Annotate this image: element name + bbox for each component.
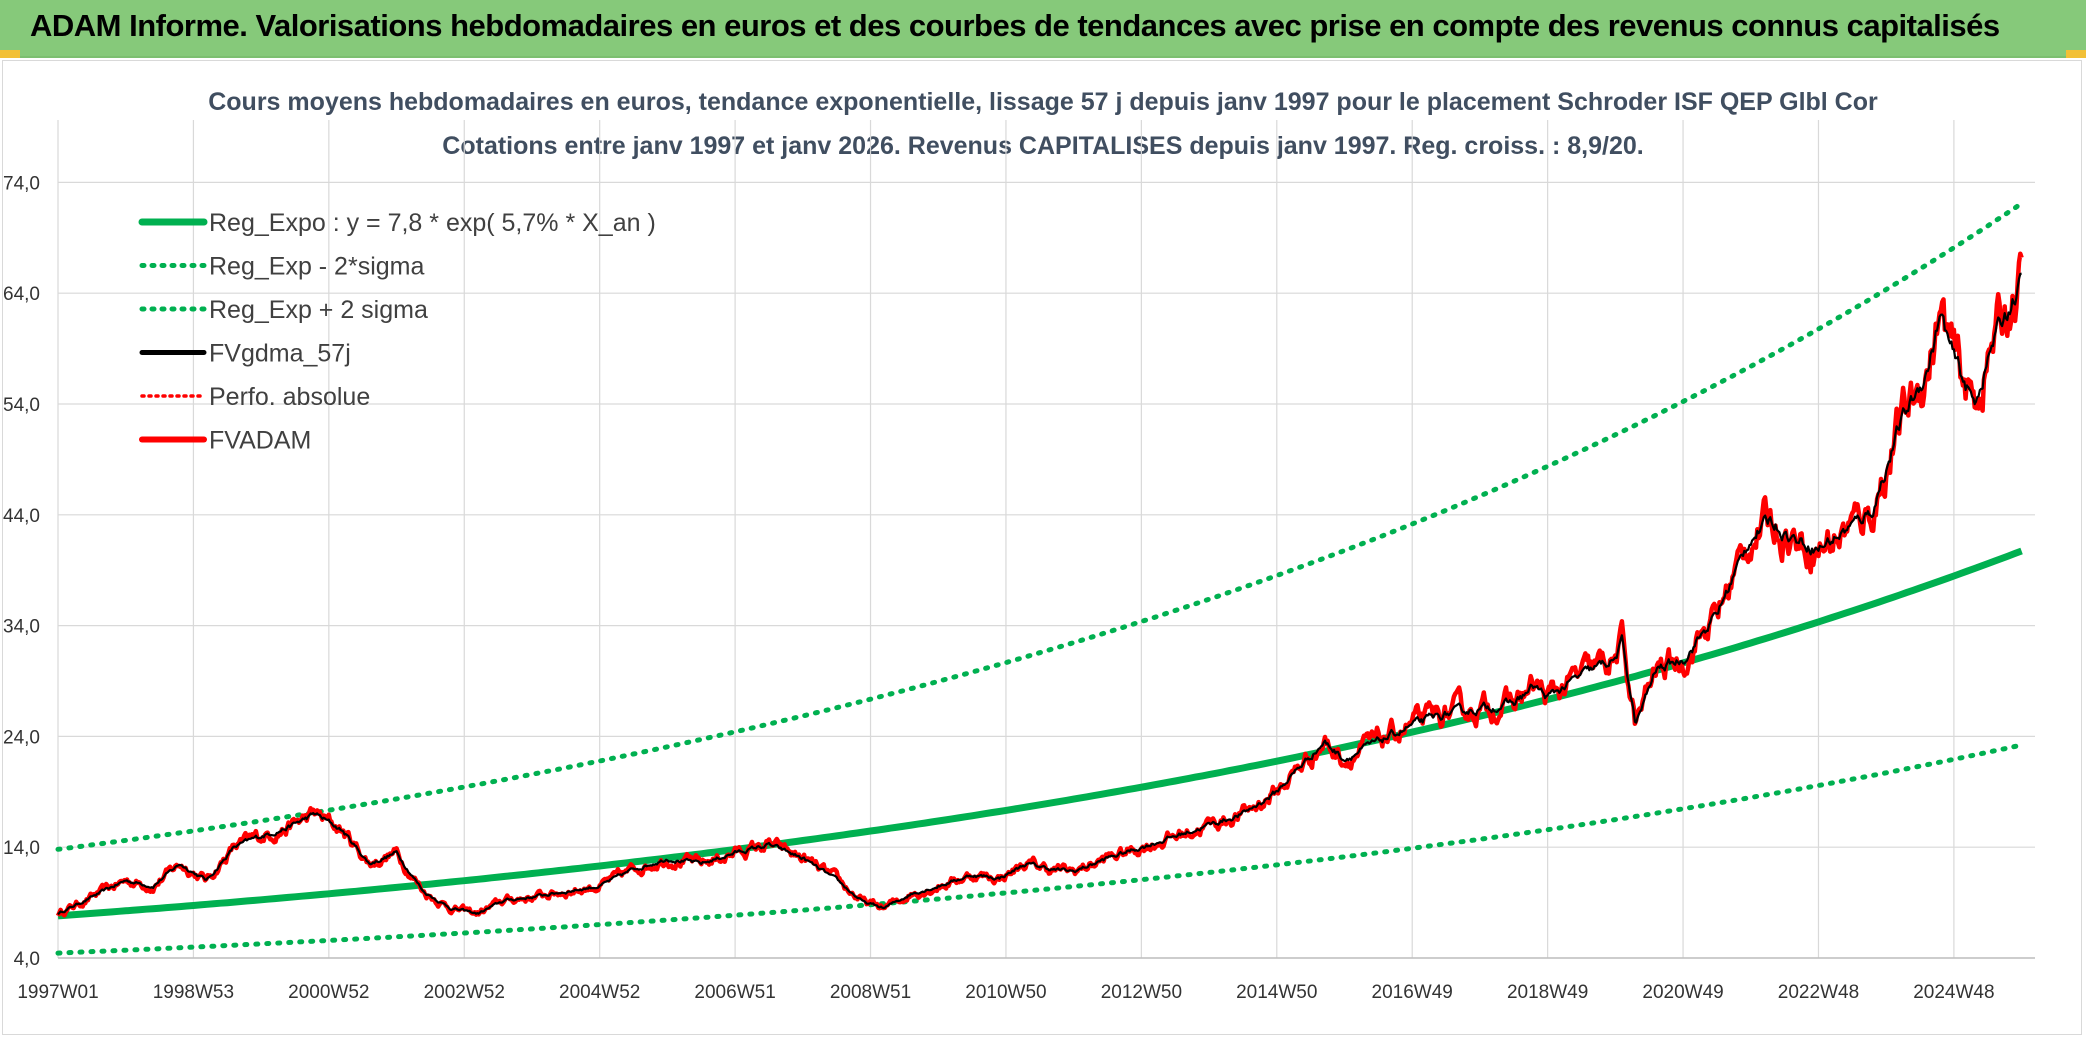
x-tick-label: 2020W49: [1642, 982, 1723, 1003]
y-tick-label: 34,0: [3, 617, 40, 638]
series-fvadam: [55, 251, 2024, 918]
x-tick-label: 2014W50: [1236, 982, 1317, 1003]
x-tick-label: 2012W50: [1101, 982, 1182, 1003]
x-tick-label: 2010W50: [965, 982, 1046, 1003]
legend-label: FVgdma_57j: [209, 340, 351, 368]
series-fvgdma-57j: [57, 272, 2022, 916]
legend-label: Reg_Expo : y = 7,8 * exp( 5,7% * X_an ): [209, 209, 656, 237]
header-bar: ADAM Informe. Valorisations hebdomadaire…: [0, 0, 2086, 58]
y-tick-label: 44,0: [3, 506, 40, 527]
x-tick-label: 2008W51: [830, 982, 911, 1003]
grid: [57, 120, 2035, 959]
chart-title: Cours moyens hebdomadaires en euros, ten…: [208, 88, 1878, 116]
x-tick-label: 2016W49: [1372, 982, 1453, 1003]
axes: 74,0 64,0 54,0 44,0 34,0 24,0 14,0 4,0 1997W01 19…: [3, 173, 2035, 1003]
legend-label: Reg_Exp - 2*sigma: [209, 253, 424, 281]
header-corner-right: [2066, 50, 2086, 58]
y-tick-label: 64,0: [3, 284, 40, 305]
x-tick-label: 2024W48: [1913, 982, 1994, 1003]
x-tick-label: 2002W52: [424, 982, 505, 1003]
x-tick-label: 2000W52: [288, 982, 369, 1003]
x-tick-label: 1998W53: [153, 982, 234, 1003]
legend: Reg_Expo : y = 7,8 * exp( 5,7% * X_an ) R…: [138, 209, 656, 455]
x-tick-label: 2022W48: [1778, 982, 1859, 1003]
y-tick-label: 54,0: [3, 395, 40, 416]
chart-frame: [2, 60, 2082, 1035]
header-corner-left: [0, 50, 20, 58]
legend-label: Perfo. absolue: [209, 383, 370, 411]
series-group: [55, 200, 2025, 956]
legend-label: Reg_Exp + 2 sigma: [209, 296, 428, 324]
y-tick-label: 4,0: [14, 949, 40, 970]
chart-subtitle: Cotations entre janv 1997 et janv 2026. …: [442, 132, 1644, 160]
x-tick-label: 2004W52: [559, 982, 640, 1003]
x-tick-label: 2018W49: [1507, 982, 1588, 1003]
series-reg-exp-minus-2sigma: [55, 742, 2025, 956]
page-title: ADAM Informe. Valorisations hebdomadaire…: [30, 8, 2000, 43]
x-tick-label: 2006W51: [694, 982, 775, 1003]
y-tick-label: 74,0: [3, 173, 40, 194]
series-reg-exp-plus-2sigma: [55, 200, 2025, 852]
series-reg-expo: [57, 547, 2023, 920]
legend-label: FVADAM: [209, 427, 311, 455]
x-tick-label: 1997W01: [17, 982, 98, 1003]
y-tick-label: 24,0: [3, 727, 40, 748]
y-tick-label: 14,0: [3, 838, 40, 859]
